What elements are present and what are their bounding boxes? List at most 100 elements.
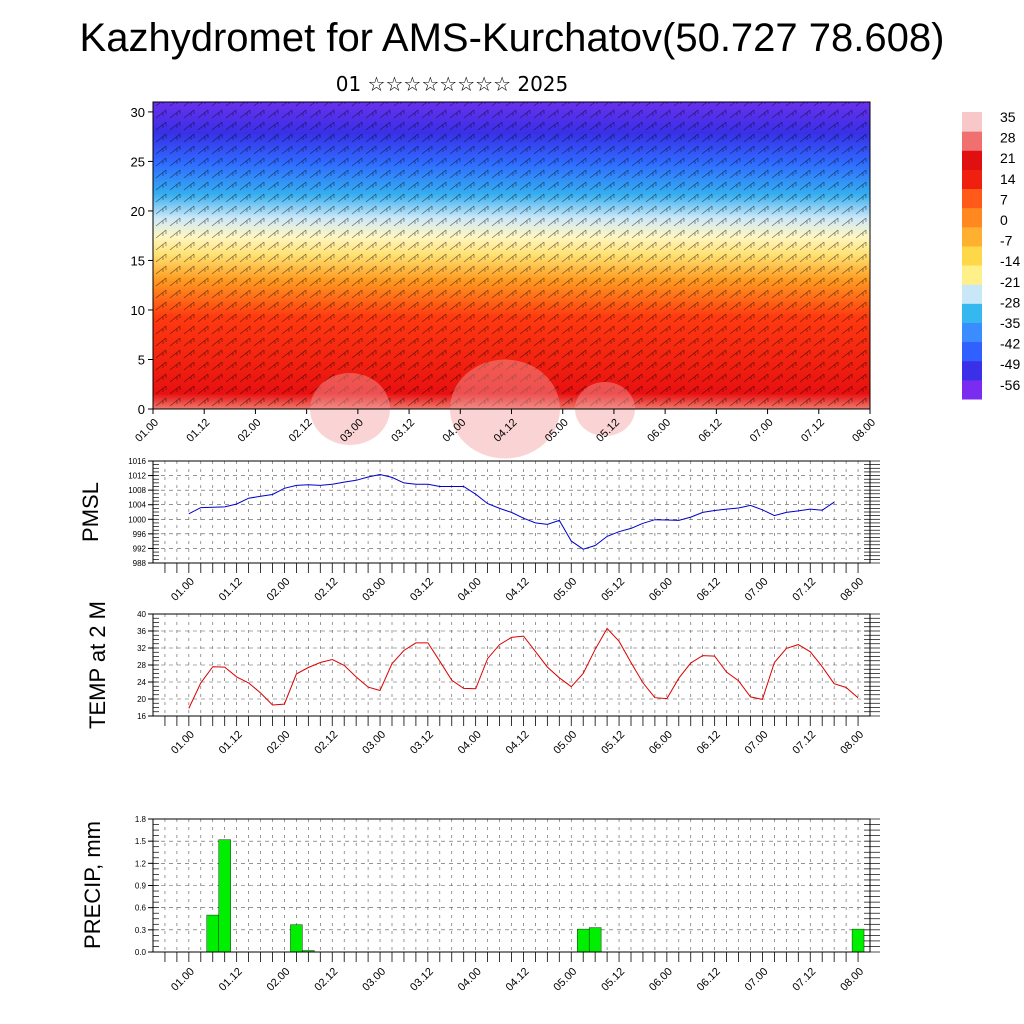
colorbar-label: 14 (1000, 171, 1016, 187)
precip-bar (290, 924, 303, 953)
x-tick-label: 08.00 (838, 576, 866, 604)
colorbar-segment (962, 360, 982, 381)
x-tick-label: 01.00 (169, 729, 197, 757)
heatmap-x-tick-label: 07.00 (748, 417, 776, 445)
y-tick-label: 20 (137, 695, 146, 704)
y-tick-label: 0.0 (135, 948, 147, 957)
x-tick-label: 05.12 (599, 729, 627, 757)
y-tick-label: 1016 (128, 457, 146, 466)
colorbar-segment (962, 169, 982, 190)
x-tick-label: 04.00 (456, 729, 484, 757)
colorbar-label: 7 (1000, 191, 1008, 207)
x-tick-label: 01.12 (217, 729, 245, 757)
colorbar-segment (962, 303, 982, 323)
colorbar-label: -49 (1000, 356, 1020, 372)
heatmap-x-tick-label: 02.00 (236, 417, 264, 445)
heatmap-y-tick-label: 30 (131, 105, 145, 120)
colorbar-segment (962, 150, 982, 170)
precip-bar (218, 839, 231, 953)
page-subtitle: 01 ☆☆☆☆☆☆☆☆ 2025 (335, 72, 569, 96)
heatmap-y-tick-label: 5 (138, 352, 145, 367)
x-tick-label: 04.00 (456, 966, 484, 994)
y-tick-label: 1.8 (135, 815, 147, 824)
heatmap-x-tick-label: 07.12 (799, 417, 827, 445)
x-tick-label: 02.12 (312, 729, 340, 757)
heatmap-x-tick-label: 06.00 (645, 417, 673, 445)
x-tick-label: 01.00 (169, 966, 197, 994)
y-axis-label: PRECIP, mm (80, 821, 105, 949)
x-tick-label: 06.00 (647, 966, 675, 994)
x-tick-label: 02.00 (265, 576, 293, 604)
x-tick-label: 02.12 (312, 576, 340, 604)
x-tick-label: 03.00 (360, 966, 388, 994)
heatmap-x-tick-label: 06.12 (697, 417, 725, 445)
heatmap-x-tick-label: 02.12 (287, 417, 315, 445)
heatmap-y-tick-label: 15 (131, 253, 145, 268)
x-tick-label: 03.00 (360, 729, 388, 757)
series-line (188, 627, 859, 709)
x-tick-label: 06.00 (647, 729, 675, 757)
x-tick-label: 05.00 (551, 576, 579, 604)
series-line (188, 473, 835, 550)
colorbar-label: -42 (1000, 336, 1020, 352)
colorbar-label: -56 (1000, 377, 1020, 393)
y-tick-label: 0.6 (135, 904, 147, 913)
colorbar-label: 21 (1000, 150, 1016, 166)
heatmap-y-tick-label: 25 (131, 154, 145, 169)
page-title: Kazhydromet for AMS-Kurchatov(50.727 78.… (79, 16, 945, 60)
y-axis-label: PMSL (78, 482, 103, 542)
heatmap-x-tick-label: 08.00 (850, 417, 878, 445)
y-tick-label: 1012 (128, 472, 146, 481)
colorbar-label: -28 (1000, 294, 1020, 310)
x-tick-label: 05.12 (599, 576, 627, 604)
colorbar-segment (962, 379, 982, 400)
x-tick-label: 05.00 (551, 729, 579, 757)
colorbar-segment (962, 131, 982, 151)
y-tick-label: 1004 (128, 501, 146, 510)
x-tick-label: 03.12 (408, 729, 436, 757)
heatmap-y-tick-label: 20 (131, 204, 145, 219)
x-tick-label: 07.00 (743, 966, 771, 994)
y-tick-label: 988 (133, 559, 147, 568)
colorbar-segment (962, 284, 982, 304)
heatmap-x-tick-label: 01.00 (133, 417, 161, 445)
y-tick-label: 1008 (128, 486, 146, 495)
x-tick-label: 07.00 (743, 729, 771, 757)
x-tick-label: 01.12 (217, 966, 245, 994)
colorbar-segment (962, 207, 982, 228)
y-tick-label: 40 (137, 610, 146, 619)
x-tick-label: 05.00 (551, 966, 579, 994)
x-tick-label: 06.12 (695, 729, 723, 757)
x-tick-label: 04.12 (504, 729, 532, 757)
x-tick-label: 07.12 (790, 576, 818, 604)
x-tick-label: 01.00 (169, 576, 197, 604)
y-tick-label: 36 (137, 627, 146, 636)
x-tick-label: 06.12 (695, 576, 723, 604)
precip-bar (206, 914, 219, 953)
x-tick-label: 04.00 (456, 576, 484, 604)
y-tick-label: 0.9 (135, 882, 147, 891)
x-tick-label: 01.12 (217, 576, 245, 604)
heatmap-y-tick-label: 0 (138, 402, 145, 417)
x-tick-label: 08.00 (838, 966, 866, 994)
x-tick-label: 04.12 (504, 966, 532, 994)
y-axis-label: TEMP at 2 M (85, 601, 110, 729)
colorbar-label: 28 (1000, 130, 1016, 146)
colorbar-segment (962, 226, 982, 247)
colorbar-label: 0 (1000, 212, 1008, 228)
heatmap-x-tick-label: 03.12 (389, 417, 417, 445)
colorbar-segment (962, 245, 982, 266)
x-tick-label: 03.12 (408, 966, 436, 994)
x-tick-label: 02.00 (265, 966, 293, 994)
x-tick-label: 06.00 (647, 576, 675, 604)
x-tick-label: 04.12 (504, 576, 532, 604)
y-tick-label: 32 (137, 644, 146, 653)
colorbar-segment (962, 265, 982, 285)
x-tick-label: 08.00 (838, 729, 866, 757)
y-tick-label: 1.5 (135, 837, 147, 846)
x-tick-label: 07.12 (790, 729, 818, 757)
colorbar-label: -7 (1000, 233, 1013, 249)
y-tick-label: 1.2 (135, 859, 147, 868)
x-tick-label: 07.00 (743, 576, 771, 604)
